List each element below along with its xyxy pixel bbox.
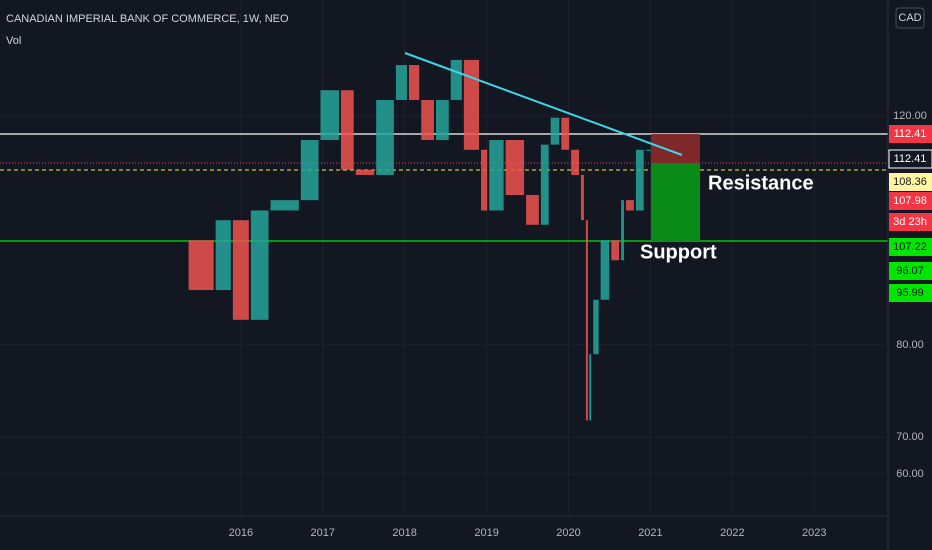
x-tick-label: 2019 [474, 527, 498, 539]
candle [481, 149, 488, 211]
candle [540, 144, 549, 225]
x-tick-label: 2023 [802, 527, 826, 539]
price-tag [889, 213, 932, 231]
price-tag [889, 284, 932, 302]
candle [645, 149, 652, 151]
candle [232, 220, 249, 320]
candle [621, 200, 625, 261]
x-tick-label: 2016 [229, 527, 253, 539]
candle [421, 99, 434, 141]
candle [188, 240, 214, 291]
x-tick-label: 2018 [392, 527, 416, 539]
price-tag-label: 95.99 [896, 287, 924, 299]
target-zone [651, 163, 700, 241]
candle [320, 90, 339, 141]
price-tag-label: 96.07 [896, 265, 924, 277]
price-tag [889, 238, 932, 256]
x-tick-label: 2021 [638, 527, 662, 539]
currency-label: CAD [898, 12, 921, 24]
candle [580, 174, 584, 221]
price-tag-label: 112.41 [894, 153, 927, 165]
grid [0, 0, 888, 516]
candle [215, 220, 231, 291]
candle [250, 210, 269, 320]
price-tag-label: 107.98 [893, 195, 927, 207]
candle [600, 240, 610, 300]
price-tag-label: 3d 23h [893, 216, 927, 228]
trend-line [404, 52, 683, 156]
y-tick-label: 70.00 [896, 431, 924, 443]
candle [489, 140, 504, 211]
candle [450, 59, 462, 100]
price-tags: 112.41 112.41 108.36 107.98 3d 23h 107.22 96.0… [888, 125, 932, 302]
candle [300, 140, 319, 201]
candle [463, 59, 480, 150]
candle [571, 149, 579, 175]
candle [561, 117, 570, 150]
currency-button[interactable] [895, 7, 925, 29]
annotation: Support [640, 241, 717, 263]
annotation: Resistance [708, 172, 814, 194]
candle [626, 200, 634, 211]
y-tick-label: 120.00 [893, 110, 927, 122]
x-tick-label: 2017 [311, 527, 335, 539]
candle [585, 220, 588, 421]
y-tick-label: 80.00 [896, 339, 924, 351]
candle [505, 140, 525, 196]
price-tag-label: 107.22 [893, 241, 927, 253]
y-tick-label: 60.00 [896, 468, 924, 480]
candle [340, 90, 354, 170]
candle [270, 200, 299, 211]
price-tag [888, 149, 932, 169]
candle [355, 169, 375, 175]
x-tick-label: 2022 [720, 527, 744, 539]
price-tag [889, 262, 932, 280]
candle [395, 65, 407, 100]
stop-zone [651, 134, 700, 163]
price-tag [889, 173, 932, 191]
candle [435, 99, 449, 141]
price-tag-label: 112.41 [894, 128, 927, 140]
candle [611, 240, 620, 261]
price-tag [889, 192, 932, 210]
candle [550, 117, 560, 145]
price-tag [889, 125, 932, 143]
candle [635, 149, 644, 211]
candle [376, 99, 394, 175]
candles [188, 59, 652, 421]
chart-title: CANADIAN IMPERIAL BANK OF COMMERCE, 1W, … [6, 13, 289, 25]
candle [589, 354, 592, 421]
candle [408, 65, 420, 100]
indicator-label: Vol [6, 35, 21, 47]
x-tick-label: 2020 [556, 527, 580, 539]
candle [593, 299, 599, 355]
price-tag-label: 108.36 [893, 176, 927, 188]
candle [526, 195, 539, 225]
